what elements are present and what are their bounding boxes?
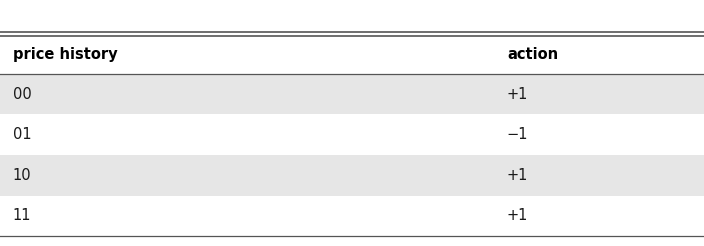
Text: +1: +1 bbox=[507, 87, 528, 102]
Text: 00: 00 bbox=[13, 87, 32, 102]
Bar bbox=[0, 114, 704, 155]
Text: −1: −1 bbox=[507, 127, 529, 142]
Bar bbox=[0, 74, 704, 114]
Bar bbox=[0, 155, 704, 196]
Text: 10: 10 bbox=[13, 168, 31, 183]
Text: +1: +1 bbox=[507, 208, 528, 223]
Text: 11: 11 bbox=[13, 208, 31, 223]
Text: action: action bbox=[507, 47, 558, 62]
Text: +1: +1 bbox=[507, 168, 528, 183]
Text: 01: 01 bbox=[13, 127, 31, 142]
Text: price history: price history bbox=[13, 47, 118, 62]
Bar bbox=[0, 196, 704, 236]
